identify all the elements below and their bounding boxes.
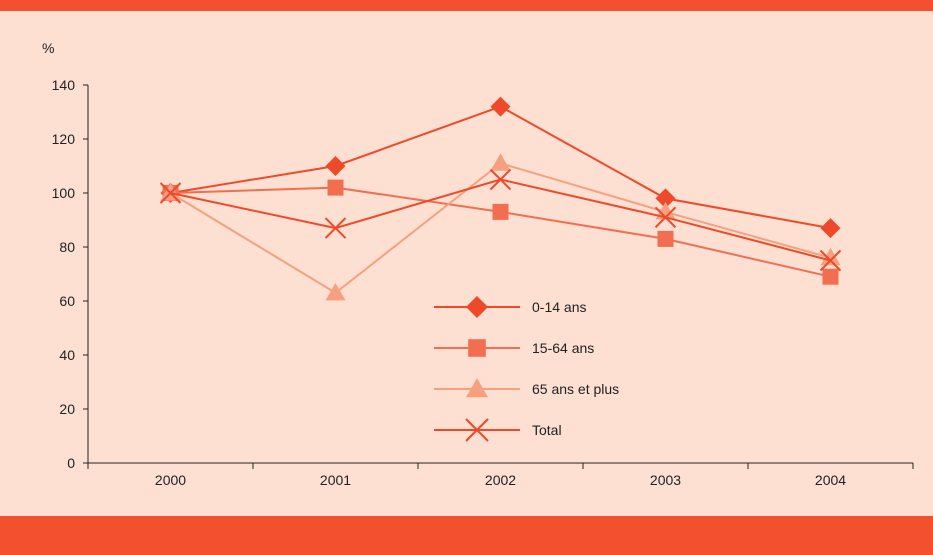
y-tick-label: 60 <box>59 293 75 309</box>
chart-panel <box>0 11 933 516</box>
data-point <box>654 206 677 229</box>
data-point <box>324 217 347 239</box>
data-point <box>492 203 509 220</box>
legend-label: 0-14 ans <box>532 299 586 315</box>
legend-item: 15-64 ans <box>434 339 594 357</box>
data-point <box>820 218 841 239</box>
series-line <box>170 186 831 278</box>
y-tick-label: 20 <box>59 401 75 417</box>
y-tick-label: 0 <box>67 455 75 471</box>
data-point <box>327 179 344 196</box>
legend-label: 15-64 ans <box>532 340 594 356</box>
footer-bar <box>0 516 933 555</box>
header-bar <box>0 0 933 11</box>
x-tick-label: 2003 <box>650 472 681 488</box>
y-tick-label: 40 <box>59 347 75 363</box>
legend-item: 65 ans et plus <box>434 378 619 398</box>
y-tick-label: 100 <box>52 185 76 201</box>
data-point <box>820 247 841 266</box>
x-tick-label: 2002 <box>485 472 516 488</box>
legend-marker <box>465 418 489 442</box>
data-point <box>490 96 511 117</box>
y-axis-unit-label: % <box>42 40 54 56</box>
legend-marker <box>468 339 486 357</box>
data-point <box>822 268 839 285</box>
series-line <box>170 178 831 262</box>
series-Total <box>159 168 842 272</box>
axes: 0 20 40 60 80 100 120 140 2000 2001 2002 2003 2004 <box>52 77 914 488</box>
legend-item: 0-14 ans <box>434 296 586 318</box>
y-tick-label: 140 <box>52 77 76 93</box>
data-point <box>489 168 512 191</box>
data-point <box>655 188 676 209</box>
legend-item: Total <box>434 418 562 442</box>
data-point <box>655 201 676 220</box>
series-65-ans-et-plus <box>160 153 841 301</box>
legend-marker <box>466 378 488 398</box>
y-tick-label: 80 <box>59 239 75 255</box>
y-tick-label: 120 <box>52 131 76 147</box>
series-layer <box>159 96 842 301</box>
legend-marker <box>466 296 488 318</box>
x-tick-label: 2001 <box>320 472 351 488</box>
legend-label: 65 ans et plus <box>532 381 619 397</box>
data-point <box>490 153 511 171</box>
legend-label: Total <box>532 422 562 438</box>
data-point <box>819 249 842 272</box>
legend: 0-14 ans 15-64 ans 65 ans et plus Total <box>434 296 619 442</box>
x-tick-label: 2004 <box>815 472 846 488</box>
data-point <box>159 182 182 204</box>
data-point <box>657 230 674 247</box>
x-tick-label: 2000 <box>155 472 186 488</box>
series-line <box>169 162 831 295</box>
data-point <box>325 282 346 301</box>
data-point <box>325 156 346 176</box>
